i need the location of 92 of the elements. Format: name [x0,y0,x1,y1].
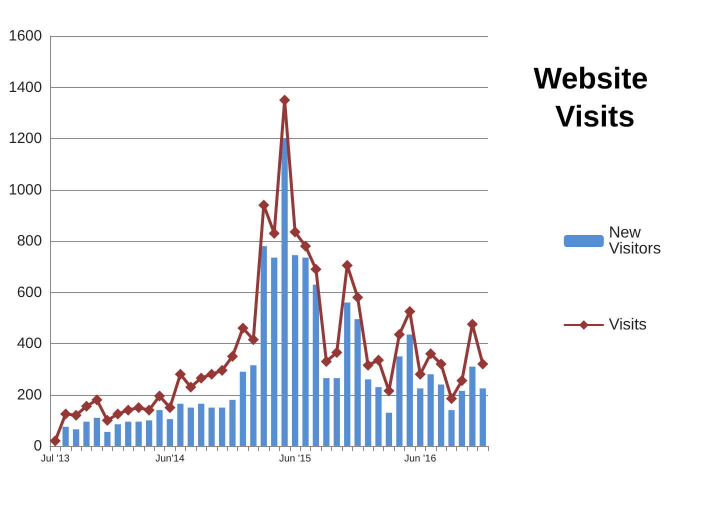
bar [198,404,204,446]
bar [282,138,288,446]
bar [146,420,152,446]
bar [177,404,184,446]
point [91,394,102,406]
bar [334,378,340,446]
point [154,390,165,402]
point [112,408,124,420]
point [60,408,72,420]
bar [104,432,110,446]
legend-label: New Visitors [608,224,662,258]
bar [375,387,382,446]
bar [406,334,413,446]
bar [354,319,361,446]
bar [312,284,320,446]
point [174,368,186,380]
bar [83,422,90,446]
bar [448,410,455,446]
bar [208,408,215,446]
point [122,404,134,416]
bar [344,302,350,446]
point [320,356,332,367]
x-tick-label: Jun '15 [279,454,312,464]
point [237,322,248,334]
point [216,364,228,376]
bar [166,419,174,446]
point [310,264,322,275]
bar [271,258,278,446]
legend-label: Visits [608,316,647,334]
point [81,400,92,412]
bar [302,258,309,446]
point [446,393,457,404]
point [414,368,426,380]
bar [469,366,476,446]
bar [156,410,163,446]
bar [229,400,236,446]
bar [417,388,424,446]
point [102,414,113,426]
point [362,360,374,371]
bar [428,374,434,446]
y-tick-label: 200 [16,386,42,404]
bar [62,426,69,446]
bar [240,372,246,446]
point [144,404,155,416]
bar [250,365,256,446]
bar [136,422,142,446]
bar [260,246,267,446]
bar [188,408,194,446]
bar [114,424,121,446]
y-tick-label: 1200 [8,130,42,147]
text: Website Visits [534,62,656,134]
bar [292,255,298,446]
x-tick-label: Jun'14 [155,454,185,464]
point [425,348,436,360]
point [436,358,447,370]
bar [386,412,392,446]
point [477,358,488,370]
point [206,368,218,380]
x-tick-label: Jul '13 [40,454,70,464]
point [185,382,196,393]
x-tick-label: Jun '16 [404,454,437,464]
point [352,292,364,303]
y-tick-label: 0 [34,438,42,454]
bar [94,418,100,446]
bar [458,390,466,446]
point [456,375,468,386]
y-tick-label: 1600 [8,28,42,44]
bar [323,378,330,446]
y-tick-label: 800 [16,232,42,250]
bar [125,422,132,446]
point [331,346,342,358]
point [164,402,176,414]
point [227,350,238,362]
point [50,435,61,446]
y-tick-label: 400 [16,335,42,352]
point [394,329,405,340]
bar [218,408,226,446]
bar [396,356,402,446]
point [70,410,82,421]
point [196,372,207,384]
bar [480,388,486,446]
y-tick-label: 1400 [8,78,42,96]
y-tick-label: 600 [16,284,42,301]
bar [364,379,372,446]
bar [438,384,444,446]
bar [72,429,80,446]
point [290,226,301,238]
point [248,334,259,346]
point [373,354,384,366]
point [300,240,311,252]
y-tick-label: 1000 [8,181,42,198]
point [133,402,144,414]
